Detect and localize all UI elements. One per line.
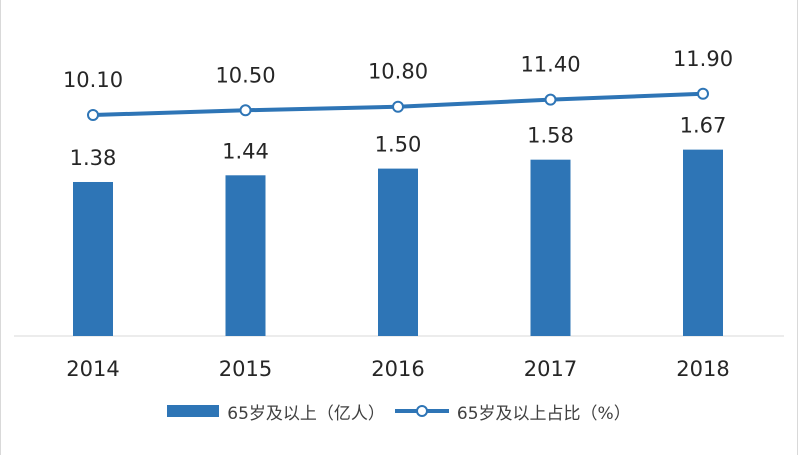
legend-bar-label: 65岁及以上（亿人） [227,403,385,424]
line-label-2016: 10.80 [368,60,428,84]
bar-2014 [73,181,113,336]
line-point-2015 [239,104,252,117]
legend: 65岁及以上（亿人） 65岁及以上占比（%） [0,396,798,426]
legend-line-swatch [394,404,449,418]
legend-line-label: 65岁及以上占比（%） [456,403,631,424]
line-point-2016 [392,100,404,113]
line-label-2017: 11.40 [520,53,580,77]
legend-item-line: 65岁及以上占比（%） [394,399,631,424]
x-tick-label-2014: 2014 [66,357,119,381]
legend-bar-swatch [167,405,220,417]
bar-label-2014: 1.38 [70,146,117,170]
bar-label-2017: 1.58 [527,124,574,148]
line-label-2018: 11.90 [673,47,733,71]
chart-border-left [0,0,1,455]
legend-item-bars: 65岁及以上（亿人） [167,399,385,424]
line-label-2014: 10.10 [63,68,123,92]
bar-label-2015: 1.44 [222,139,269,163]
x-tick-label-2018: 2018 [676,357,729,381]
x-tick-label-2017: 2017 [524,357,577,381]
line-point-2017 [544,93,557,106]
bar-label-2016: 1.50 [375,133,422,157]
line-point-2018 [697,87,709,100]
bar-2018 [683,149,723,336]
x-tick-label-2015: 2015 [219,357,272,381]
bar-label-2018: 1.67 [680,114,727,138]
bar-2015 [225,175,266,336]
line-point-2014 [87,109,99,121]
x-tick-label-2016: 2016 [371,357,424,381]
bar-2017 [530,159,571,336]
line-label-2015: 10.50 [215,63,275,87]
bar-2016 [378,168,418,336]
